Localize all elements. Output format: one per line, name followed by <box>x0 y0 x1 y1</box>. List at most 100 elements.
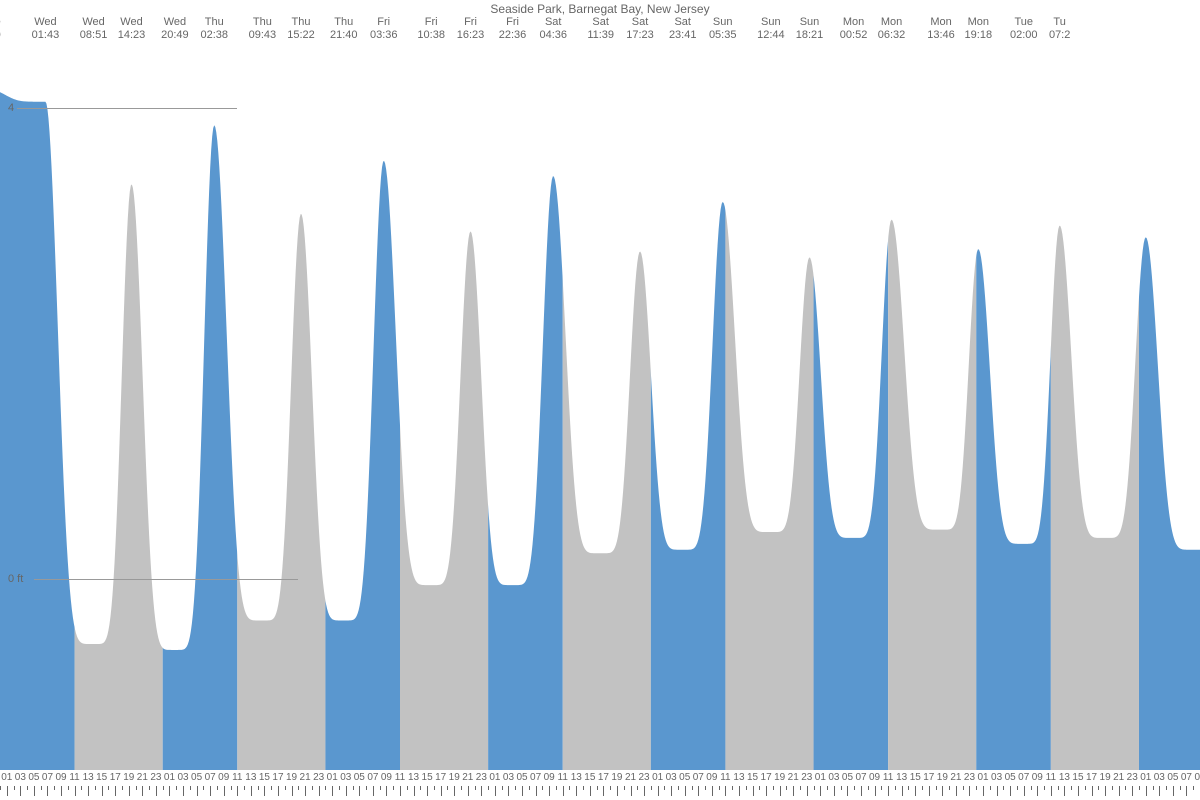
y-axis-label: 4 <box>8 102 14 114</box>
axis-tick-major <box>169 786 170 796</box>
tide-event-day: Mon <box>927 16 955 29</box>
axis-hour-label: 21 <box>300 772 311 783</box>
tide-event-label: Thu21:40 <box>330 16 358 42</box>
tide-event-label: Wed01:43 <box>32 16 60 42</box>
tide-event-label: Mon13:46 <box>927 16 955 42</box>
axis-tick-minor <box>1166 786 1167 790</box>
axis-tick-minor <box>1098 786 1099 790</box>
tide-event-day: Thu <box>200 16 228 29</box>
axis-tick-major <box>414 786 415 796</box>
axis-tick-major <box>997 786 998 796</box>
axis-tick-minor <box>881 786 882 790</box>
axis-tick-minor <box>1180 786 1181 790</box>
axis-tick-major <box>753 786 754 796</box>
axis-tick-minor <box>664 786 665 790</box>
tide-event-label: Mon06:32 <box>878 16 906 42</box>
axis-tick-minor <box>420 786 421 790</box>
axis-tick-major <box>793 786 794 796</box>
axis-hour-label: 13 <box>733 772 744 783</box>
axis-tick-major <box>1037 786 1038 796</box>
tide-event-time: 01:43 <box>32 29 60 42</box>
tide-event-label: Sun18:21 <box>796 16 824 42</box>
axis-tick-minor <box>719 786 720 790</box>
tide-event-label: Sun05:35 <box>709 16 737 42</box>
axis-tick-minor <box>339 786 340 790</box>
axis-tick-major <box>88 786 89 796</box>
axis-tick-minor <box>1058 786 1059 790</box>
tide-event-label: Fri03:36 <box>370 16 398 42</box>
axis-tick-minor <box>163 786 164 790</box>
axis-tick-major <box>549 786 550 796</box>
axis-tick-minor <box>732 786 733 790</box>
axis-hour-label: 09 <box>1194 772 1200 783</box>
axis-hour-label: 11 <box>720 772 730 783</box>
tide-event-time: 21:40 <box>330 29 358 42</box>
axis-hour-label: 01 <box>164 772 175 783</box>
axis-hour-label: 19 <box>1100 772 1111 783</box>
axis-hour-label: 09 <box>544 772 555 783</box>
axis-tick-minor <box>271 786 272 790</box>
axis-tick-minor <box>1193 786 1194 790</box>
axis-tick-minor <box>814 786 815 790</box>
axis-tick-major <box>969 786 970 796</box>
axis-tick-minor <box>407 786 408 790</box>
axis-hour-label: 07 <box>693 772 704 783</box>
axis-hour-label: 21 <box>625 772 636 783</box>
axis-tick-minor <box>1112 786 1113 790</box>
axis-tick-major <box>224 786 225 796</box>
axis-hour-label: 07 <box>530 772 541 783</box>
axis-hour-label: 17 <box>923 772 934 783</box>
plot-area: 40 ft <box>0 50 1200 770</box>
axis-hour-label: 05 <box>28 772 39 783</box>
axis-tick-major <box>237 786 238 796</box>
axis-tick-minor <box>231 786 232 790</box>
axis-tick-major <box>1051 786 1052 796</box>
axis-hour-label: 03 <box>1154 772 1165 783</box>
axis-hour-label: 01 <box>815 772 826 783</box>
axis-hour-label: 11 <box>232 772 242 783</box>
tide-event-label: Sat17:23 <box>626 16 654 42</box>
axis-hour-label: 23 <box>150 772 161 783</box>
axis-tick-minor <box>583 786 584 790</box>
axis-tick-major <box>400 786 401 796</box>
tide-event-day: Sat <box>626 16 654 29</box>
axis-tick-minor <box>312 786 313 790</box>
tide-event-day: Fri <box>499 16 527 29</box>
tide-chart: Seaside Park, Barnegat Bay, New Jersey u… <box>0 0 1200 800</box>
tide-event-time: 06:32 <box>878 29 906 42</box>
axis-tick-minor <box>95 786 96 790</box>
axis-hour-label: 15 <box>910 772 921 783</box>
axis-tick-major <box>454 786 455 796</box>
tide-event-label: ue00 <box>0 16 1 42</box>
tide-waves <box>0 50 1200 770</box>
axis-tick-minor <box>597 786 598 790</box>
tide-event-label: Wed14:23 <box>118 16 146 42</box>
axis-hour-label: 09 <box>218 772 229 783</box>
axis-tick-minor <box>786 786 787 790</box>
axis-tick-minor <box>922 786 923 790</box>
axis-tick-major <box>129 786 130 796</box>
axis-tick-major <box>427 786 428 796</box>
axis-hour-label: 07 <box>1018 772 1029 783</box>
axis-tick-major <box>61 786 62 796</box>
axis-hour-label: 03 <box>666 772 677 783</box>
axis-tick-major <box>698 786 699 796</box>
axis-tick-minor <box>556 786 557 790</box>
tide-event-label: Wed08:51 <box>80 16 108 42</box>
axis-tick-minor <box>569 786 570 790</box>
tide-event-day: Sat <box>587 16 614 29</box>
tide-event-day: Thu <box>330 16 358 29</box>
axis-tick-major <box>441 786 442 796</box>
y-gridline <box>34 579 298 580</box>
axis-tick-major <box>617 786 618 796</box>
tide-event-time: 13:46 <box>927 29 955 42</box>
axis-tick-major <box>278 786 279 796</box>
axis-tick-minor <box>678 786 679 790</box>
axis-hour-label: 15 <box>1072 772 1083 783</box>
axis-hour-label: 17 <box>598 772 609 783</box>
axis-hour-label: 09 <box>55 772 66 783</box>
axis-tick-major <box>47 786 48 796</box>
axis-tick-major <box>210 786 211 796</box>
tide-event-label: Tue02:00 <box>1010 16 1038 42</box>
axis-tick-major <box>712 786 713 796</box>
